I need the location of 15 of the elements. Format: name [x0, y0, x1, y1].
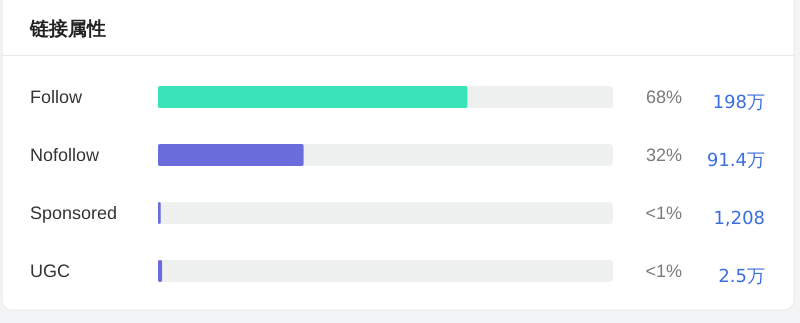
data-label: 68%	[646, 87, 682, 107]
text: 198万	[712, 92, 765, 113]
chart-title: 链接属性	[29, 18, 106, 40]
text: 1,208	[713, 208, 765, 229]
y-tick-label: Sponsored	[30, 203, 118, 223]
data-label: <1%	[645, 203, 682, 223]
y-tick-label: UGC	[30, 261, 70, 281]
y-tick-label: Follow	[30, 87, 84, 107]
bar	[158, 202, 161, 224]
data-label: 32%	[646, 145, 682, 165]
y-tick-label: Nofollow	[30, 145, 100, 165]
bar	[158, 260, 162, 282]
data-label: <1%	[645, 261, 682, 281]
text: 2.5万	[718, 266, 765, 287]
text: 91.4万	[706, 150, 765, 171]
